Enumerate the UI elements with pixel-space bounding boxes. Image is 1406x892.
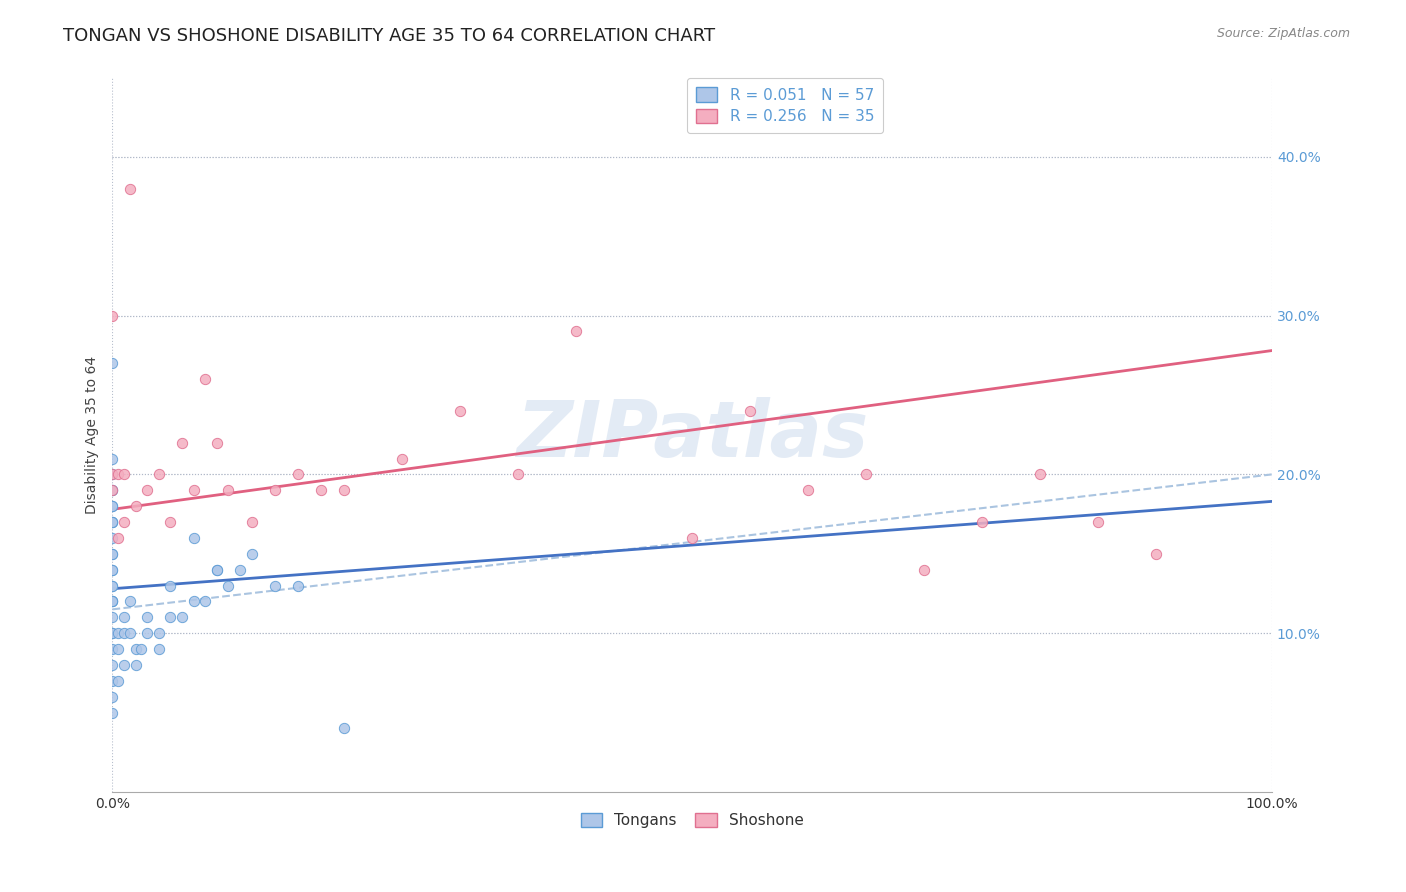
Point <box>287 467 309 482</box>
Point <box>112 467 135 482</box>
Point <box>287 578 309 592</box>
Point <box>125 657 148 672</box>
Point <box>101 309 124 323</box>
Point <box>159 610 181 624</box>
Point <box>107 626 129 640</box>
Point <box>101 356 124 370</box>
Point <box>125 499 148 513</box>
Point <box>101 642 124 657</box>
Point <box>217 483 239 498</box>
Point <box>101 547 124 561</box>
Point <box>240 547 263 561</box>
Point <box>101 657 124 672</box>
Point <box>101 515 124 529</box>
Point <box>229 563 252 577</box>
Point <box>263 483 285 498</box>
Point <box>148 626 170 640</box>
Point <box>101 626 124 640</box>
Point <box>240 515 263 529</box>
Point <box>855 467 877 482</box>
Point <box>101 578 124 592</box>
Point <box>101 451 124 466</box>
Point <box>101 563 124 577</box>
Point <box>107 467 129 482</box>
Point <box>159 578 181 592</box>
Point <box>1029 467 1052 482</box>
Point <box>391 451 413 466</box>
Point <box>101 467 124 482</box>
Point <box>101 483 124 498</box>
Point <box>217 578 239 592</box>
Point <box>797 483 820 498</box>
Point <box>101 706 124 720</box>
Point <box>1087 515 1109 529</box>
Point <box>101 690 124 704</box>
Point <box>565 325 588 339</box>
Point <box>136 610 159 624</box>
Point <box>148 467 170 482</box>
Point <box>205 563 228 577</box>
Point <box>101 499 124 513</box>
Point <box>101 610 124 624</box>
Legend: Tongans, Shoshone: Tongans, Shoshone <box>575 806 810 834</box>
Point <box>107 642 129 657</box>
Point <box>681 531 703 545</box>
Point <box>136 483 159 498</box>
Point <box>101 483 124 498</box>
Point <box>101 531 124 545</box>
Point <box>101 626 124 640</box>
Point <box>101 515 124 529</box>
Point <box>972 515 994 529</box>
Point <box>170 610 193 624</box>
Point <box>101 563 124 577</box>
Point <box>107 531 129 545</box>
Point <box>333 483 356 498</box>
Point <box>205 563 228 577</box>
Point <box>101 467 124 482</box>
Point <box>107 673 129 688</box>
Point <box>205 435 228 450</box>
Point <box>101 483 124 498</box>
Point <box>112 610 135 624</box>
Point <box>118 594 141 608</box>
Point <box>131 642 153 657</box>
Point <box>333 722 356 736</box>
Point <box>449 404 471 418</box>
Point <box>101 578 124 592</box>
Point <box>170 435 193 450</box>
Point <box>101 594 124 608</box>
Point <box>148 642 170 657</box>
Point <box>194 372 217 386</box>
Point <box>125 642 148 657</box>
Point <box>912 563 935 577</box>
Text: Source: ZipAtlas.com: Source: ZipAtlas.com <box>1216 27 1350 40</box>
Point <box>112 626 135 640</box>
Point <box>136 626 159 640</box>
Point <box>118 181 141 195</box>
Point <box>508 467 530 482</box>
Y-axis label: Disability Age 35 to 64: Disability Age 35 to 64 <box>86 356 100 514</box>
Point <box>118 626 141 640</box>
Text: TONGAN VS SHOSHONE DISABILITY AGE 35 TO 64 CORRELATION CHART: TONGAN VS SHOSHONE DISABILITY AGE 35 TO … <box>63 27 716 45</box>
Point <box>101 673 124 688</box>
Point <box>112 657 135 672</box>
Point <box>194 594 217 608</box>
Text: ZIPatlas: ZIPatlas <box>516 397 869 473</box>
Point <box>101 594 124 608</box>
Point <box>183 594 205 608</box>
Point <box>183 483 205 498</box>
Point <box>263 578 285 592</box>
Point <box>101 547 124 561</box>
Point <box>101 594 124 608</box>
Point <box>183 531 205 545</box>
Point <box>112 515 135 529</box>
Point <box>740 404 762 418</box>
Point <box>159 515 181 529</box>
Point <box>101 515 124 529</box>
Point <box>1144 547 1167 561</box>
Point <box>101 499 124 513</box>
Point <box>309 483 332 498</box>
